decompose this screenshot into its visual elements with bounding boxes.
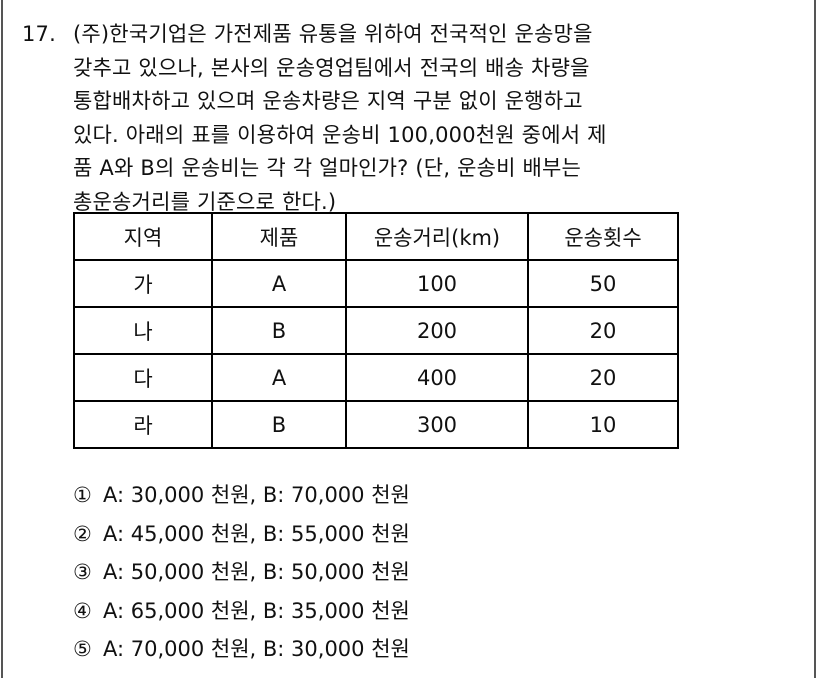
cell-trips: 10: [527, 400, 679, 449]
option-marker: ②: [73, 521, 92, 546]
option-text: A: 65,000 천원, B: 35,000 천원: [103, 598, 410, 623]
cell-distance: 100: [345, 259, 529, 308]
cell-product: B: [211, 306, 347, 355]
option-marker: ③: [73, 560, 92, 584]
option-5[interactable]: ⑤ A: 70,000 천원, B: 30,000 천원: [73, 630, 410, 669]
question-text: (주)한국기업은 가전제품 유통을 위하여 전국적인 운송망을: [73, 22, 593, 46]
table-row: 나 B 200 20: [73, 306, 679, 355]
cell-distance: 200: [345, 306, 529, 355]
option-1[interactable]: ① A: 30,000 천원, B: 70,000 천원: [73, 476, 410, 515]
cell-trips: 50: [527, 259, 679, 308]
cell-region: 다: [73, 353, 213, 402]
header-trips: 운송횟수: [527, 212, 679, 261]
table-row: 가 A 100 50: [73, 259, 679, 308]
cell-product: A: [211, 353, 347, 402]
cell-trips: 20: [527, 353, 679, 402]
option-text: A: 50,000 천원, B: 50,000 천원: [103, 560, 410, 584]
question-line: 품 A와 B의 운송비는 각 각 얼마인가? (단, 운송비 배부는: [73, 156, 582, 180]
table-header-row: 지역 제품 운송거리(km) 운송횟수: [73, 212, 679, 261]
question-stem: 17. (주)한국기업은 가전제품 유통을 위하여 전국적인 운송망을 갖추고 있…: [22, 18, 782, 219]
question-number: 17.: [22, 22, 56, 46]
cell-distance: 300: [345, 400, 529, 449]
cell-product: B: [211, 400, 347, 449]
option-2[interactable]: ② A: 45,000 천원, B: 55,000 천원: [73, 515, 410, 554]
table-row: 라 B 300 10: [73, 400, 679, 449]
option-marker: ⑤: [73, 637, 92, 661]
question-line: 17. (주)한국기업은 가전제품 유통을 위하여 전국적인 운송망을: [22, 18, 782, 52]
question-line: 있다. 아래의 표를 이용하여 운송비 100,000천원 중에서 제: [73, 122, 607, 147]
option-3[interactable]: ③ A: 50,000 천원, B: 50,000 천원: [73, 553, 410, 592]
data-table: 지역 제품 운송거리(km) 운송횟수 가 A 100 50 나 B 200 2…: [73, 212, 679, 449]
cell-product: A: [211, 259, 347, 308]
cell-region: 나: [73, 306, 213, 355]
option-text: A: 45,000 천원, B: 55,000 천원: [103, 521, 410, 546]
cell-region: 라: [73, 400, 213, 449]
table-row: 다 A 400 20: [73, 353, 679, 402]
option-marker: ①: [73, 483, 92, 507]
header-region: 지역: [73, 212, 213, 261]
question-line: 갖추고 있으나, 본사의 운송영업팀에서 전국의 배송 차량을: [73, 55, 590, 80]
option-marker: ④: [73, 598, 92, 623]
cell-trips: 20: [527, 306, 679, 355]
answer-options: ① A: 30,000 천원, B: 70,000 천원 ② A: 45,000 천…: [73, 476, 410, 669]
header-distance: 운송거리(km): [345, 212, 529, 261]
question-line: 통합배차하고 있으며 운송차량은 지역 구분 없이 운행하고: [73, 89, 583, 113]
cell-distance: 400: [345, 353, 529, 402]
option-4[interactable]: ④ A: 65,000 천원, B: 35,000 천원: [73, 592, 410, 631]
question-line: 총운송거리를 기준으로 한다.): [73, 189, 337, 214]
cell-region: 가: [73, 259, 213, 308]
header-product: 제품: [211, 212, 347, 261]
option-text: A: 30,000 천원, B: 70,000 천원: [103, 483, 410, 507]
option-text: A: 70,000 천원, B: 30,000 천원: [103, 637, 410, 661]
